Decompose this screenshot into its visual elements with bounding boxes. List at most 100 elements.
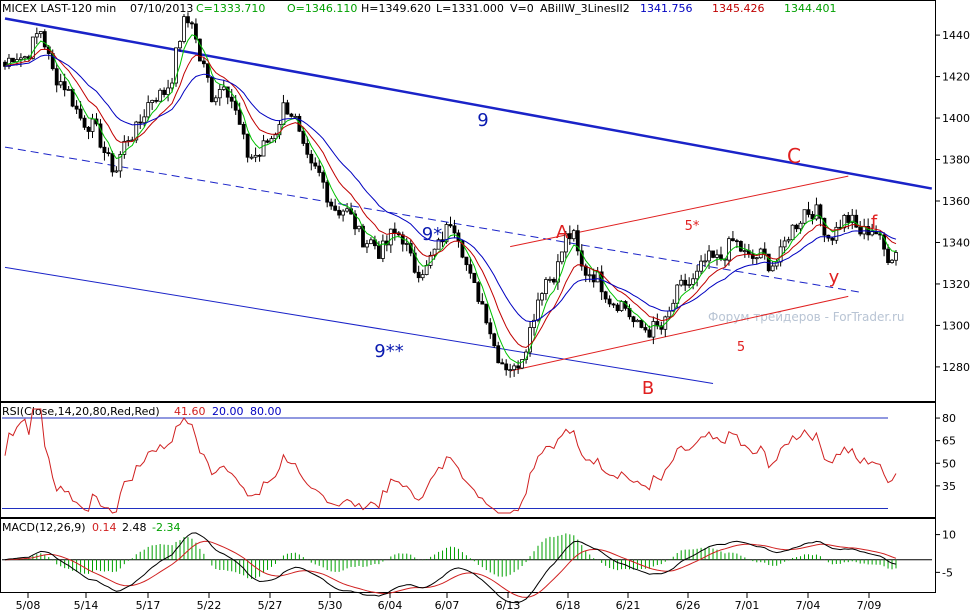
rsi-panel-frame [0, 402, 936, 518]
candle-down [886, 248, 890, 263]
price-y-tick-label: 1440 [942, 29, 970, 42]
wave-label: 5 [737, 340, 745, 355]
rsi-y-tick-label: 50 [942, 457, 956, 470]
header-indicator: ABillW_3LinesII2 [540, 2, 630, 15]
macd-series [2, 532, 932, 604]
candle-down [233, 100, 238, 111]
candle-down [639, 319, 644, 328]
candle-down [194, 23, 198, 40]
trend-lines [4, 17, 933, 384]
wave-label: B [642, 378, 654, 399]
watermark: Форум трейдеров - ForTrader.ru [708, 310, 905, 324]
candle-up [675, 284, 680, 304]
x-tick-label: 5/30 [318, 599, 343, 612]
x-tick-label: 6/13 [496, 599, 521, 612]
candle-down [289, 113, 294, 117]
candle-down [198, 38, 202, 62]
candle-down [464, 256, 469, 266]
candle-down [683, 279, 688, 286]
candle-down [734, 240, 739, 243]
candle-up [559, 251, 564, 263]
header-volume: V=0 [510, 2, 534, 15]
candle-down [659, 325, 664, 330]
candle-down [257, 154, 262, 157]
price-panel-frame [0, 0, 936, 402]
candle-up [341, 210, 346, 216]
price-y-tick-label: 1340 [942, 236, 970, 249]
candle-down [750, 253, 755, 259]
ma-mid-line [4, 48, 897, 349]
candle-up [635, 319, 640, 323]
candle-down [229, 96, 234, 102]
candle-up [146, 102, 151, 118]
candle-down [484, 303, 489, 324]
candle-up [536, 299, 540, 321]
candle-down [500, 362, 505, 365]
price-y-tick-label: 1360 [942, 195, 970, 208]
candle-up [548, 278, 552, 281]
candle-down [496, 345, 501, 364]
candle-up [894, 252, 898, 261]
candle-down [285, 102, 290, 115]
x-tick-label: 5/08 [16, 599, 41, 612]
candle-down [452, 225, 457, 234]
x-tick-label: 6/18 [556, 599, 581, 612]
candle-down [731, 238, 735, 242]
candle-up [150, 99, 155, 103]
candle-up [178, 41, 182, 49]
candle-up [850, 214, 855, 223]
candle-up [388, 228, 393, 246]
candle-up [369, 239, 373, 245]
candle-up [691, 278, 696, 285]
candle-down [102, 146, 107, 154]
candle-down [599, 271, 604, 293]
candle-up [667, 310, 672, 318]
price-y-tick-label: 1280 [942, 361, 970, 374]
candle-up [7, 57, 11, 67]
ma-fast-line [4, 34, 897, 364]
candle-down [321, 172, 326, 183]
candle-up [66, 89, 71, 91]
macd-y-tick-label: -5 [942, 566, 953, 579]
macd-y-tick-label: 10 [942, 529, 956, 542]
candle-down [552, 278, 556, 283]
x-tick-label: 7/01 [735, 599, 760, 612]
x-tick-label: 6/21 [616, 599, 641, 612]
candle-up [30, 36, 35, 59]
candle-down [106, 152, 111, 155]
candle-down [631, 316, 636, 323]
x-axis-ticks: 5/08 5/14 5/17 5/22 5/27 5/30 6/04 6/07 6/13 6/18… [16, 593, 881, 612]
candle-down [190, 22, 194, 25]
candle-down [82, 117, 87, 128]
candle-up [182, 16, 186, 42]
channel-9-2star-line [4, 266, 714, 384]
candle-up [699, 260, 703, 272]
x-tick-label: 6/07 [435, 599, 460, 612]
candle-down [416, 271, 421, 279]
x-tick-label: 5/27 [258, 599, 283, 612]
header-ind-value-2: 1345.426 [712, 2, 765, 15]
rsi-level-low: 20.00 [212, 405, 244, 418]
candle-down [333, 205, 338, 211]
candle-up [798, 222, 803, 230]
candle-down [110, 153, 115, 173]
candle-up [563, 233, 568, 253]
candle-up [404, 243, 409, 245]
candle-down [317, 165, 322, 173]
candle-up [834, 226, 839, 241]
candle-down [62, 81, 67, 91]
rsi-series [4, 408, 897, 514]
rsi-label: RSI(Close,14,20,80,Red,Red) [2, 405, 160, 418]
candle-up [114, 170, 119, 173]
candle-down [615, 304, 620, 312]
candle-down [607, 298, 612, 305]
header-open: O=1346.110 [287, 2, 357, 15]
candle-up [357, 225, 361, 230]
candle-down [209, 77, 214, 103]
candle-down [42, 31, 47, 48]
candle-down [94, 118, 99, 125]
candle-down [492, 333, 497, 347]
header-high: H=1349.620 [361, 2, 431, 15]
candle-down [392, 228, 397, 234]
candle-up [842, 215, 847, 229]
